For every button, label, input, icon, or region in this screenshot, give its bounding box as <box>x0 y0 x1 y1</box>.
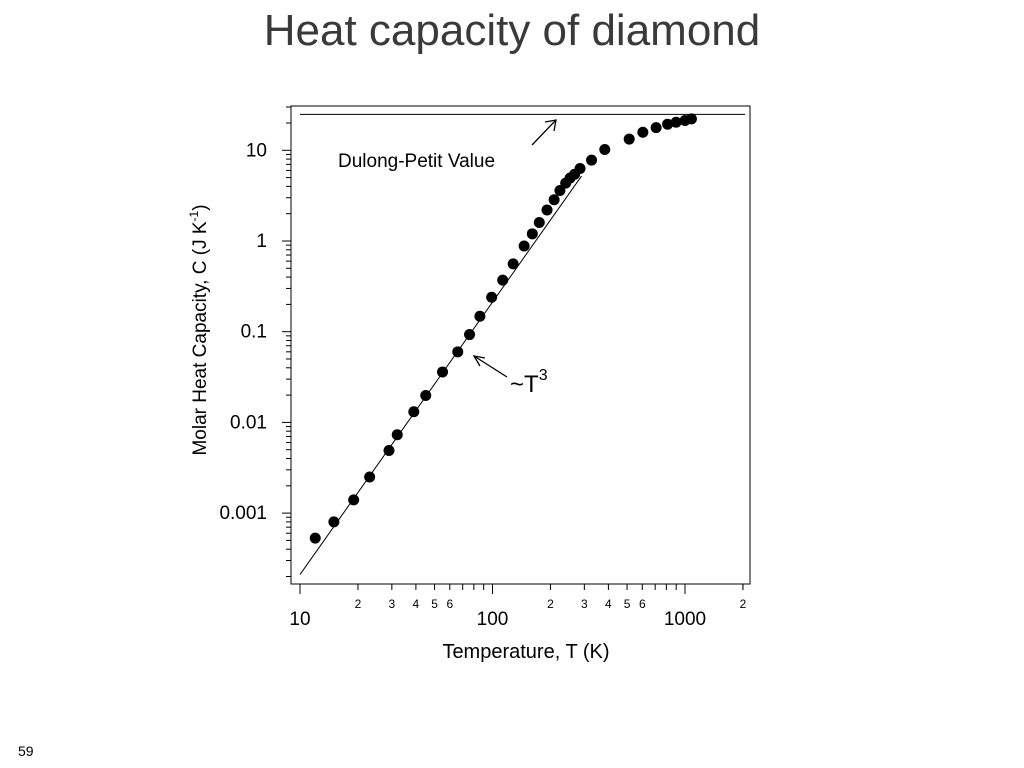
t-cubed-exponent: 3 <box>539 367 548 384</box>
data-point <box>474 310 486 322</box>
t-cubed-arrow <box>473 355 508 378</box>
data-point <box>507 258 519 270</box>
data-point <box>599 144 611 156</box>
data-point <box>662 118 674 130</box>
dulong-petit-arrowhead <box>544 119 557 132</box>
data-point <box>309 532 321 544</box>
x-minor-tick-label: 2 <box>547 597 554 611</box>
y-axis-label: Molar Heat Capacity, C (J K-1) <box>187 204 211 455</box>
x-minor-tick-label: 3 <box>389 597 396 611</box>
data-point <box>574 162 586 174</box>
data-point <box>586 154 598 166</box>
data-point <box>364 471 376 483</box>
x-minor-tick-label: 6 <box>639 597 646 611</box>
x-minor-tick-label: 4 <box>605 597 612 611</box>
dulong-petit-arrow <box>531 119 557 146</box>
data-point <box>526 228 538 240</box>
y-axis-label-superscript: -1 <box>187 210 201 221</box>
y-tick-label: 0.01 <box>230 412 267 433</box>
data-point <box>554 185 566 197</box>
data-point <box>486 291 498 303</box>
data-point <box>637 126 649 138</box>
data-point <box>452 346 464 358</box>
data-point <box>464 329 476 341</box>
t-cubed-base: ~T <box>510 371 539 398</box>
t-cubed-arrowhead <box>472 355 486 367</box>
y-axis-label-main: Molar Heat Capacity, C (J K <box>190 221 211 455</box>
y-axis-ticks: 0.001 0.01 0.1 1 10 <box>219 106 291 577</box>
x-minor-tick-label: 5 <box>624 597 631 611</box>
x-minor-tick-label: 2 <box>355 597 362 611</box>
plot-frame <box>290 105 751 585</box>
y-tick-label: 0.001 <box>219 503 267 524</box>
x-tick-label: 1000 <box>664 609 706 630</box>
t-cubed-label: ~T3 <box>510 367 548 398</box>
x-tick-label: 10 <box>289 609 310 630</box>
data-point <box>650 122 662 134</box>
data-point <box>623 133 635 145</box>
data-point <box>391 429 403 441</box>
data-point <box>670 116 682 128</box>
data-point <box>408 406 420 418</box>
x-minor-tick-label: 4 <box>413 597 420 611</box>
x-minor-tick-label: 3 <box>581 597 588 611</box>
data-points <box>309 113 697 544</box>
x-tick-label: 100 <box>477 609 509 630</box>
y-tick-label: 0.1 <box>241 322 267 343</box>
x-minor-tick-label: 5 <box>431 597 438 611</box>
data-point <box>533 216 545 228</box>
data-point <box>518 240 530 252</box>
y-tick-label: 1 <box>256 231 267 252</box>
data-point <box>328 516 340 528</box>
y-tick-label: 10 <box>246 140 267 161</box>
x-axis-label: Temperature, T (K) <box>442 641 609 663</box>
slide-number: 59 <box>18 743 34 759</box>
slide-title: Heat capacity of diamond <box>263 6 761 55</box>
data-point <box>685 113 697 125</box>
x-minor-tick-label: 2 <box>740 597 747 611</box>
dulong-petit-label: Dulong-Petit Value <box>338 151 495 172</box>
y-axis-label-close: ) <box>190 204 211 210</box>
data-point <box>548 194 560 206</box>
x-minor-tick-label: 6 <box>446 597 453 611</box>
data-point <box>497 274 509 286</box>
data-point <box>348 494 360 506</box>
data-point <box>437 366 449 378</box>
data-point <box>541 204 553 216</box>
data-point <box>420 389 432 401</box>
data-point <box>383 444 395 456</box>
